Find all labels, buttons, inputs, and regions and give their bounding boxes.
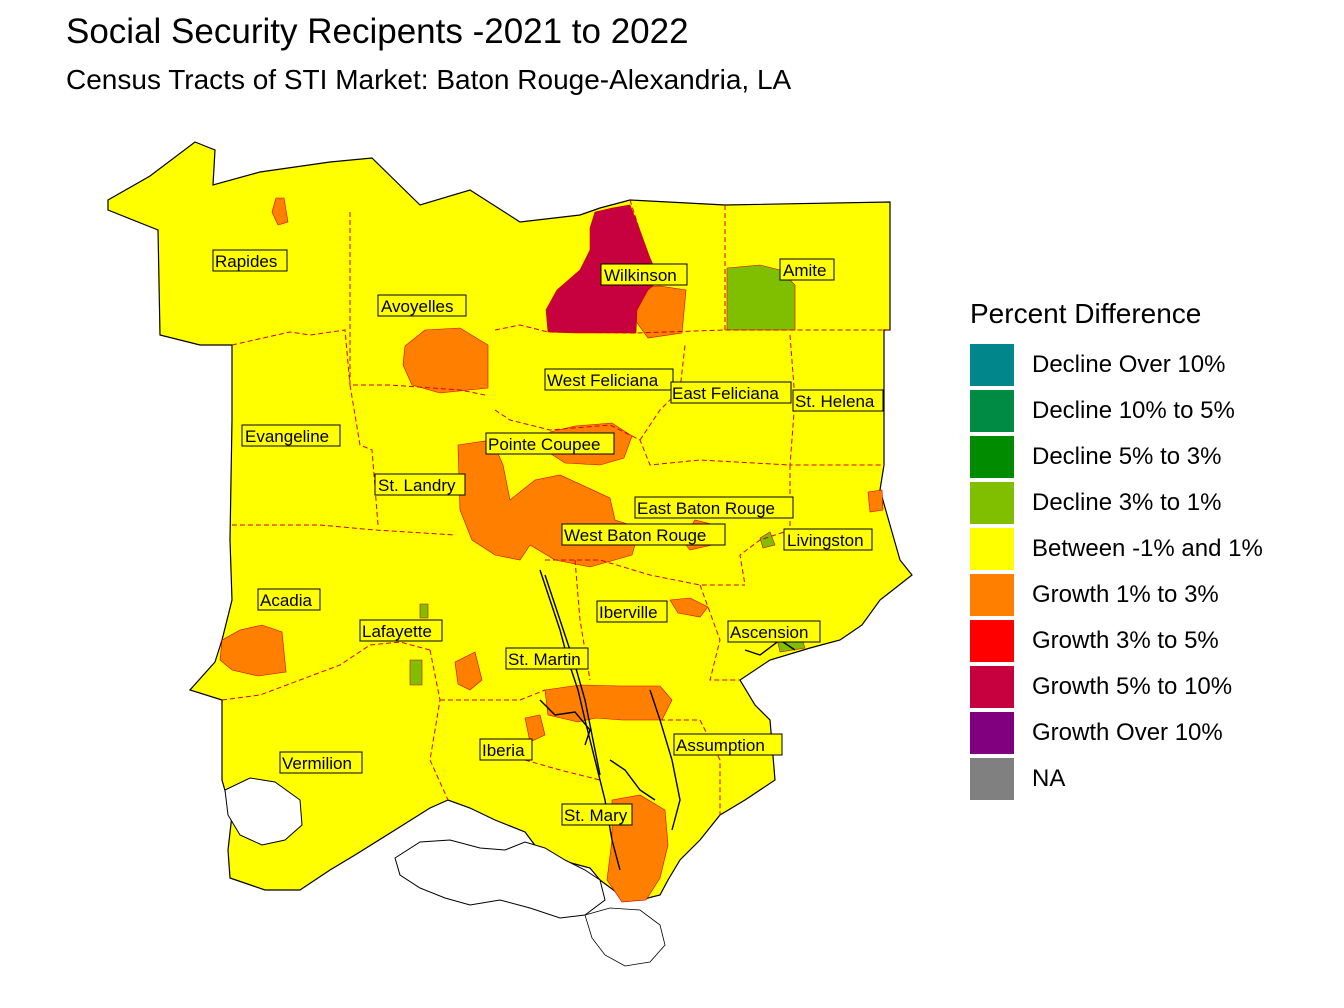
parish-label[interactable]: Ascension <box>727 620 821 643</box>
legend-label: Decline Over 10% <box>1032 351 1226 378</box>
svg-text:Wilkinson: Wilkinson <box>604 266 677 285</box>
bay-white <box>394 839 606 919</box>
legend-label: Growth 1% to 3% <box>1032 581 1219 608</box>
parish-label[interactable]: St. Landry <box>374 473 466 496</box>
legend-item: Growth Over 10% <box>970 710 1263 756</box>
parish-label[interactable]: Pointe Coupee <box>485 432 615 455</box>
parish-label[interactable]: Wilkinson <box>600 263 688 286</box>
svg-text:Pointe Coupee: Pointe Coupee <box>488 435 600 454</box>
svg-text:West Feliciana: West Feliciana <box>547 371 659 390</box>
coast-white <box>584 907 666 967</box>
parish-label[interactable]: West Baton Rouge <box>561 523 726 546</box>
legend-item: Decline 5% to 3% <box>970 434 1263 480</box>
map-subtitle: Census Tracts of STI Market: Baton Rouge… <box>66 64 792 95</box>
svg-text:St. Landry: St. Landry <box>378 476 456 495</box>
parish-labels: Rapides Avoyelles Wilkinson Amite West F… <box>212 249 884 826</box>
legend-swatch <box>970 574 1014 616</box>
legend-item: Decline 3% to 1% <box>970 480 1263 526</box>
legend-label: Decline 10% to 5% <box>1032 397 1235 424</box>
legend-label: Decline 5% to 3% <box>1032 443 1222 470</box>
legend-label: Growth Over 10% <box>1032 719 1223 746</box>
legend-label: Between -1% and 1% <box>1032 535 1263 562</box>
map-title: Social Security Recipents -2021 to 2022 <box>66 12 689 51</box>
legend: Percent Difference Decline Over 10% Decli… <box>970 298 1263 802</box>
parish-label[interactable]: Avoyelles <box>377 294 467 317</box>
svg-text:West Baton Rouge: West Baton Rouge <box>564 526 706 545</box>
parish-label[interactable]: Iberia <box>479 738 533 761</box>
svg-text:East Feliciana: East Feliciana <box>672 384 779 403</box>
svg-text:East Baton Rouge: East Baton Rouge <box>637 499 775 518</box>
legend-item: Decline Over 10% <box>970 342 1263 388</box>
legend-item: Growth 3% to 5% <box>970 618 1263 664</box>
legend-swatch <box>970 758 1014 800</box>
svg-text:Lafayette: Lafayette <box>362 622 432 641</box>
parish-label[interactable]: Acadia <box>257 588 321 611</box>
legend-rows: Decline Over 10% Decline 10% to 5% Decline… <box>970 342 1263 802</box>
legend-swatch <box>970 436 1014 478</box>
legend-label: NA <box>1032 765 1066 792</box>
legend-item: Between -1% and 1% <box>970 526 1263 572</box>
legend-swatch <box>970 482 1014 524</box>
svg-text:Livingston: Livingston <box>787 531 864 550</box>
map-canvas: Rapides Avoyelles Wilkinson Amite West F… <box>107 141 913 967</box>
parish-label[interactable]: St. Mary <box>561 803 633 826</box>
svg-text:Evangeline: Evangeline <box>245 427 329 446</box>
legend-swatch <box>970 712 1014 754</box>
svg-text:Assumption: Assumption <box>676 736 765 755</box>
parish-label[interactable]: East Baton Rouge <box>634 496 794 519</box>
svg-text:St. Martin: St. Martin <box>508 650 581 669</box>
legend-label: Decline 3% to 1% <box>1032 489 1222 516</box>
legend-item: Decline 10% to 5% <box>970 388 1263 434</box>
svg-text:Amite: Amite <box>783 261 826 280</box>
legend-swatch <box>970 390 1014 432</box>
parish-label[interactable]: St. Martin <box>505 647 589 670</box>
legend-swatch <box>970 666 1014 708</box>
parish-label[interactable]: Vermilion <box>279 751 363 774</box>
legend-swatch <box>970 620 1014 662</box>
svg-text:Vermilion: Vermilion <box>282 754 352 773</box>
parish-label[interactable]: St. Helena <box>792 389 884 412</box>
parish-label[interactable]: Rapides <box>212 249 288 272</box>
parish-boundaries <box>221 199 890 815</box>
legend-item: Growth 1% to 3% <box>970 572 1263 618</box>
legend-label: Growth 3% to 5% <box>1032 627 1219 654</box>
svg-text:Iberville: Iberville <box>599 603 658 622</box>
svg-text:Ascension: Ascension <box>730 623 808 642</box>
parish-label[interactable]: Amite <box>779 258 835 281</box>
svg-text:Acadia: Acadia <box>260 591 313 610</box>
parish-label[interactable]: Iberville <box>596 600 668 623</box>
parish-label[interactable]: Livingston <box>783 528 873 551</box>
svg-text:St. Helena: St. Helena <box>795 392 875 411</box>
svg-text:Avoyelles: Avoyelles <box>381 297 453 316</box>
svg-text:St. Mary: St. Mary <box>564 806 628 825</box>
legend-item: Growth 5% to 10% <box>970 664 1263 710</box>
svg-text:Rapides: Rapides <box>215 252 277 271</box>
lake-white <box>224 777 303 846</box>
parish-label[interactable]: Lafayette <box>359 619 443 642</box>
legend-swatch <box>970 528 1014 570</box>
parish-label[interactable]: West Feliciana <box>544 368 674 391</box>
parish-label[interactable]: East Feliciana <box>670 381 792 404</box>
legend-item: NA <box>970 756 1263 802</box>
parish-label[interactable]: Evangeline <box>241 424 341 447</box>
svg-text:Iberia: Iberia <box>482 741 525 760</box>
parish-label[interactable]: Assumption <box>673 733 783 756</box>
legend-label: Growth 5% to 10% <box>1032 673 1233 700</box>
legend-title: Percent Difference <box>970 298 1202 329</box>
legend-swatch <box>970 344 1014 386</box>
